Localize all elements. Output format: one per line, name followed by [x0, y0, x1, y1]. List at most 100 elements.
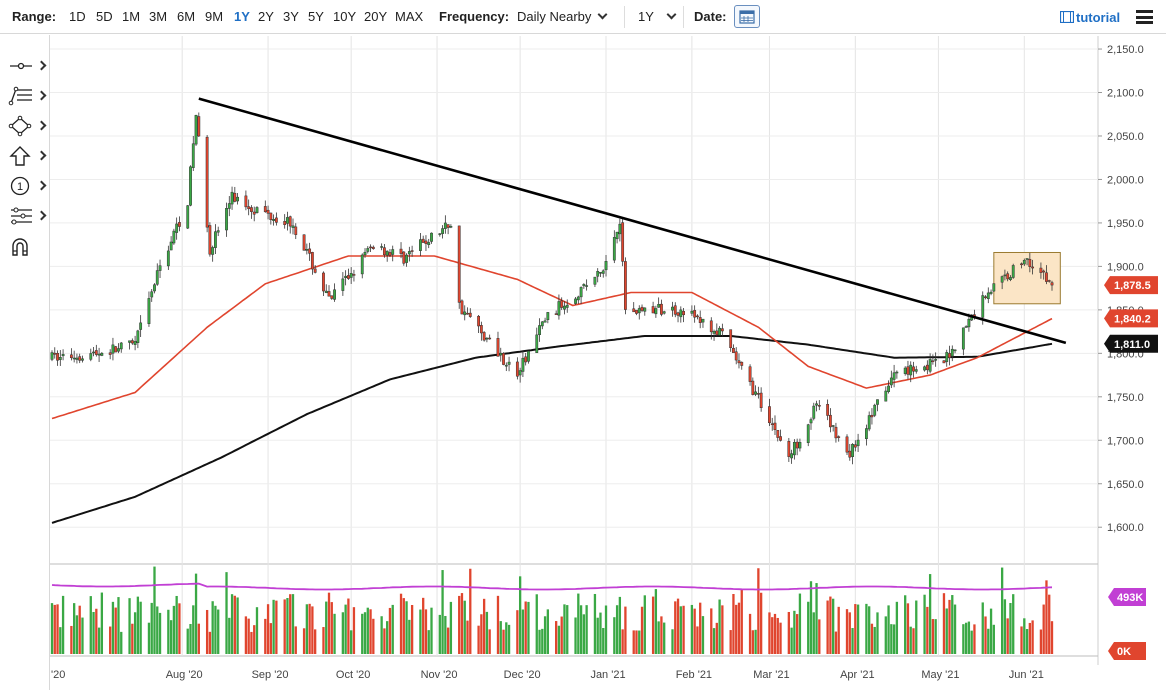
candle-body	[546, 312, 550, 321]
candlestick	[189, 165, 192, 207]
range-10y[interactable]: 10Y	[333, 9, 357, 24]
volume-bar	[773, 613, 777, 654]
candle-body	[410, 250, 414, 252]
hamburger-menu-icon[interactable]	[1136, 10, 1153, 24]
ma-slow-tag-shape	[1104, 334, 1158, 353]
volume-bar	[507, 624, 511, 654]
range-20y[interactable]: 20Y	[364, 9, 388, 24]
candle-body	[1025, 258, 1029, 260]
candlestick	[410, 245, 414, 257]
candlestick	[272, 214, 276, 226]
volume-bar	[1042, 604, 1045, 654]
candle-body	[150, 291, 154, 298]
volume-bar	[214, 605, 217, 654]
volume-bar	[621, 629, 624, 654]
candle-body	[477, 315, 480, 327]
frequency-select[interactable]: Daily Nearby	[517, 9, 608, 24]
range-3y[interactable]: 3Y	[283, 9, 299, 24]
candlestick	[421, 235, 425, 243]
candle-body	[948, 353, 951, 358]
volume-bar	[676, 598, 680, 654]
candlestick	[621, 218, 625, 267]
chevron-right-icon	[36, 150, 47, 161]
candlestick	[554, 310, 558, 315]
arrow-tool-icon	[9, 146, 31, 166]
candle-body	[208, 225, 212, 255]
candlestick	[773, 415, 777, 435]
candle-body	[186, 205, 190, 229]
y-tick-label: 2,050.0	[1107, 131, 1144, 143]
crosshair-tool-button[interactable]	[8, 55, 48, 77]
volume-bar	[989, 608, 993, 654]
candle-body	[776, 430, 780, 438]
volume-bar	[904, 595, 907, 654]
range-1d[interactable]: 1D	[69, 9, 86, 24]
candle-body	[50, 352, 54, 360]
candle-body	[809, 419, 813, 424]
measure-tool-button[interactable]	[8, 205, 48, 227]
candle-body	[851, 444, 854, 457]
volume-bar	[372, 618, 375, 654]
candle-body	[934, 359, 938, 361]
range-9m[interactable]: 9M	[205, 9, 224, 24]
candlestick	[1022, 258, 1026, 267]
tutorial-link[interactable]: tutorial	[1059, 10, 1120, 25]
volume-bar	[1006, 618, 1009, 654]
candlestick	[828, 408, 832, 433]
range-5d[interactable]: 5D	[96, 9, 113, 24]
volume-bar	[674, 601, 677, 654]
volume-bar	[604, 605, 608, 654]
volume-bar	[485, 611, 489, 654]
range-1y[interactable]: 1Y	[234, 9, 250, 24]
volume-bar	[369, 609, 372, 654]
range-max[interactable]: MAX	[395, 9, 424, 24]
fibonacci-tool-button[interactable]	[8, 85, 48, 107]
volume-last-tag-text: 493K	[1117, 592, 1143, 604]
range-3m[interactable]: 3M	[149, 9, 168, 24]
annotation-tool-button[interactable]: 1	[8, 175, 48, 197]
candle-body	[421, 238, 425, 243]
candlestick	[460, 299, 464, 315]
candlestick	[50, 350, 54, 362]
candle-body	[848, 450, 852, 458]
candlestick	[366, 246, 370, 254]
shape-tool-button[interactable]	[8, 115, 48, 137]
volume-bar	[538, 629, 541, 654]
volume-bar	[1031, 620, 1034, 654]
range-6m[interactable]: 6M	[177, 9, 196, 24]
candlestick	[640, 304, 644, 313]
candlestick	[496, 331, 500, 357]
volume-bar	[1045, 580, 1048, 654]
candle-body	[94, 350, 98, 355]
volume-bar	[449, 601, 453, 654]
candle-body	[992, 283, 996, 292]
candlestick	[1031, 259, 1035, 275]
range-5y[interactable]: 5Y	[308, 9, 324, 24]
period-select[interactable]: 1Y	[638, 9, 677, 24]
candlestick	[310, 251, 314, 275]
candle-body	[779, 436, 782, 441]
candlestick	[612, 230, 616, 264]
magnet-tool-button[interactable]	[8, 235, 48, 257]
candle-body	[250, 207, 253, 212]
candle-body	[601, 270, 605, 274]
candlestick	[643, 307, 647, 316]
range-1m[interactable]: 1M	[122, 9, 141, 24]
candlestick	[632, 302, 636, 313]
candle-body	[111, 344, 115, 354]
candlestick	[914, 365, 918, 374]
arrow-tool-button[interactable]	[8, 145, 48, 167]
volume-bar	[350, 630, 353, 654]
date-picker-button[interactable]	[734, 5, 760, 28]
candle-body	[269, 212, 273, 221]
volume-bar	[555, 621, 558, 654]
candlestick	[635, 309, 638, 316]
candlestick	[923, 365, 926, 372]
candlestick	[288, 215, 292, 234]
candlestick	[834, 422, 838, 443]
volume-bar	[89, 596, 92, 654]
range-2y[interactable]: 2Y	[258, 9, 274, 24]
candlestick	[69, 348, 73, 361]
volume-bar	[131, 623, 134, 654]
y-tick-label: 2,100.0	[1107, 88, 1144, 100]
